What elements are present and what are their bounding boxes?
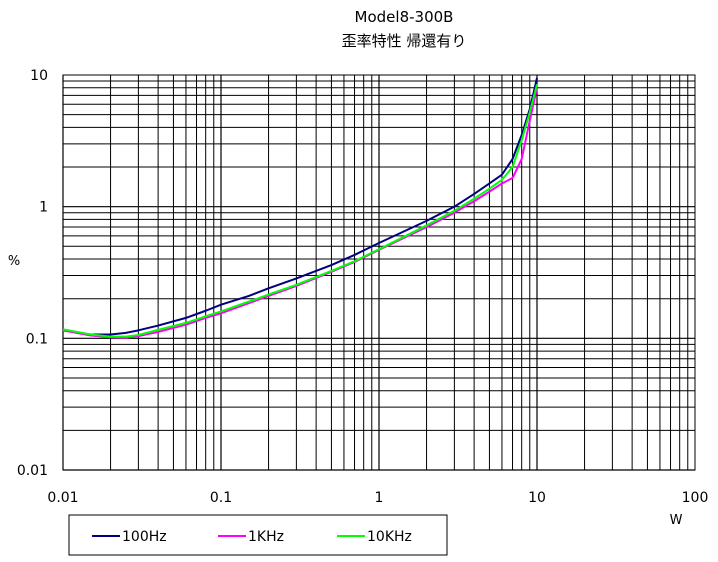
legend-label: 1KHz	[248, 529, 284, 545]
series-layer	[62, 77, 538, 339]
y-tick-label: 0.01	[17, 463, 48, 479]
y-tick-label: 1	[39, 200, 48, 216]
x-axis-label: W	[670, 513, 683, 528]
legend-box	[68, 514, 448, 556]
x-tick-label: 0.01	[47, 490, 78, 506]
series-line-100hz	[62, 77, 538, 336]
y-axis-label: %	[8, 254, 20, 269]
series-line-10khz	[62, 84, 538, 338]
chart-subtitle: 歪率特性 帰還有り	[342, 32, 467, 50]
chart-title: Model8-300B	[355, 8, 454, 26]
tick-labels: 0.01 0.1 1 10 100 0.01 0.1 1 10	[17, 68, 709, 506]
x-tick-label: 10	[528, 490, 546, 506]
legend-label: 10KHz	[367, 529, 412, 545]
x-tick-label: 1	[375, 490, 384, 506]
x-tick-label: 0.1	[210, 490, 232, 506]
legend: 100Hz 1KHz 10KHz	[68, 514, 448, 556]
x-tick-label: 100	[682, 490, 709, 506]
y-tick-label: 0.1	[26, 331, 48, 347]
y-tick-label: 10	[30, 68, 48, 84]
grid-lines	[62, 75, 695, 471]
plot-area	[62, 74, 696, 471]
legend-label: 100Hz	[122, 529, 167, 545]
